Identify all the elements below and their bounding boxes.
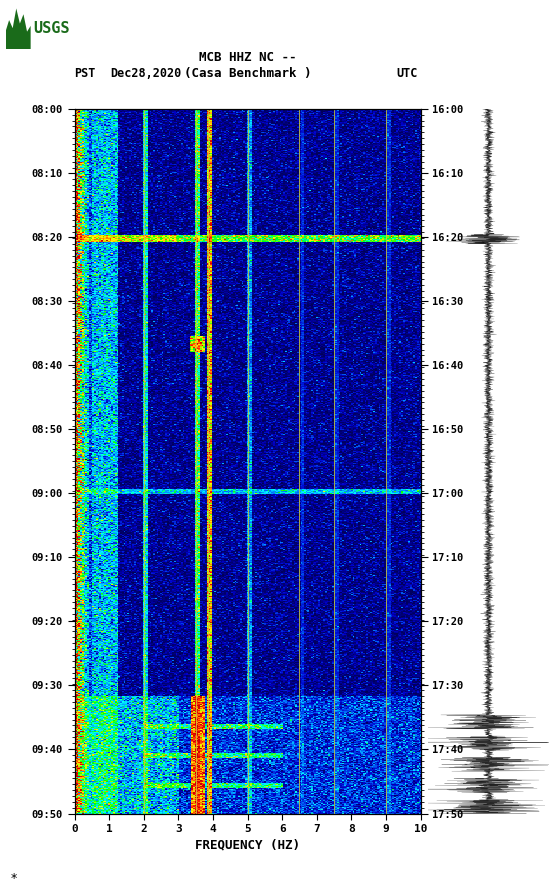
X-axis label: FREQUENCY (HZ): FREQUENCY (HZ) [195, 838, 300, 851]
Text: MCB HHZ NC --: MCB HHZ NC -- [199, 51, 296, 64]
Text: PST: PST [75, 67, 96, 80]
Text: USGS: USGS [34, 21, 70, 36]
Text: *: * [11, 871, 17, 885]
Text: UTC: UTC [396, 67, 418, 80]
Text: (Casa Benchmark ): (Casa Benchmark ) [184, 67, 311, 80]
Polygon shape [6, 9, 31, 49]
Text: Dec28,2020: Dec28,2020 [110, 67, 182, 80]
